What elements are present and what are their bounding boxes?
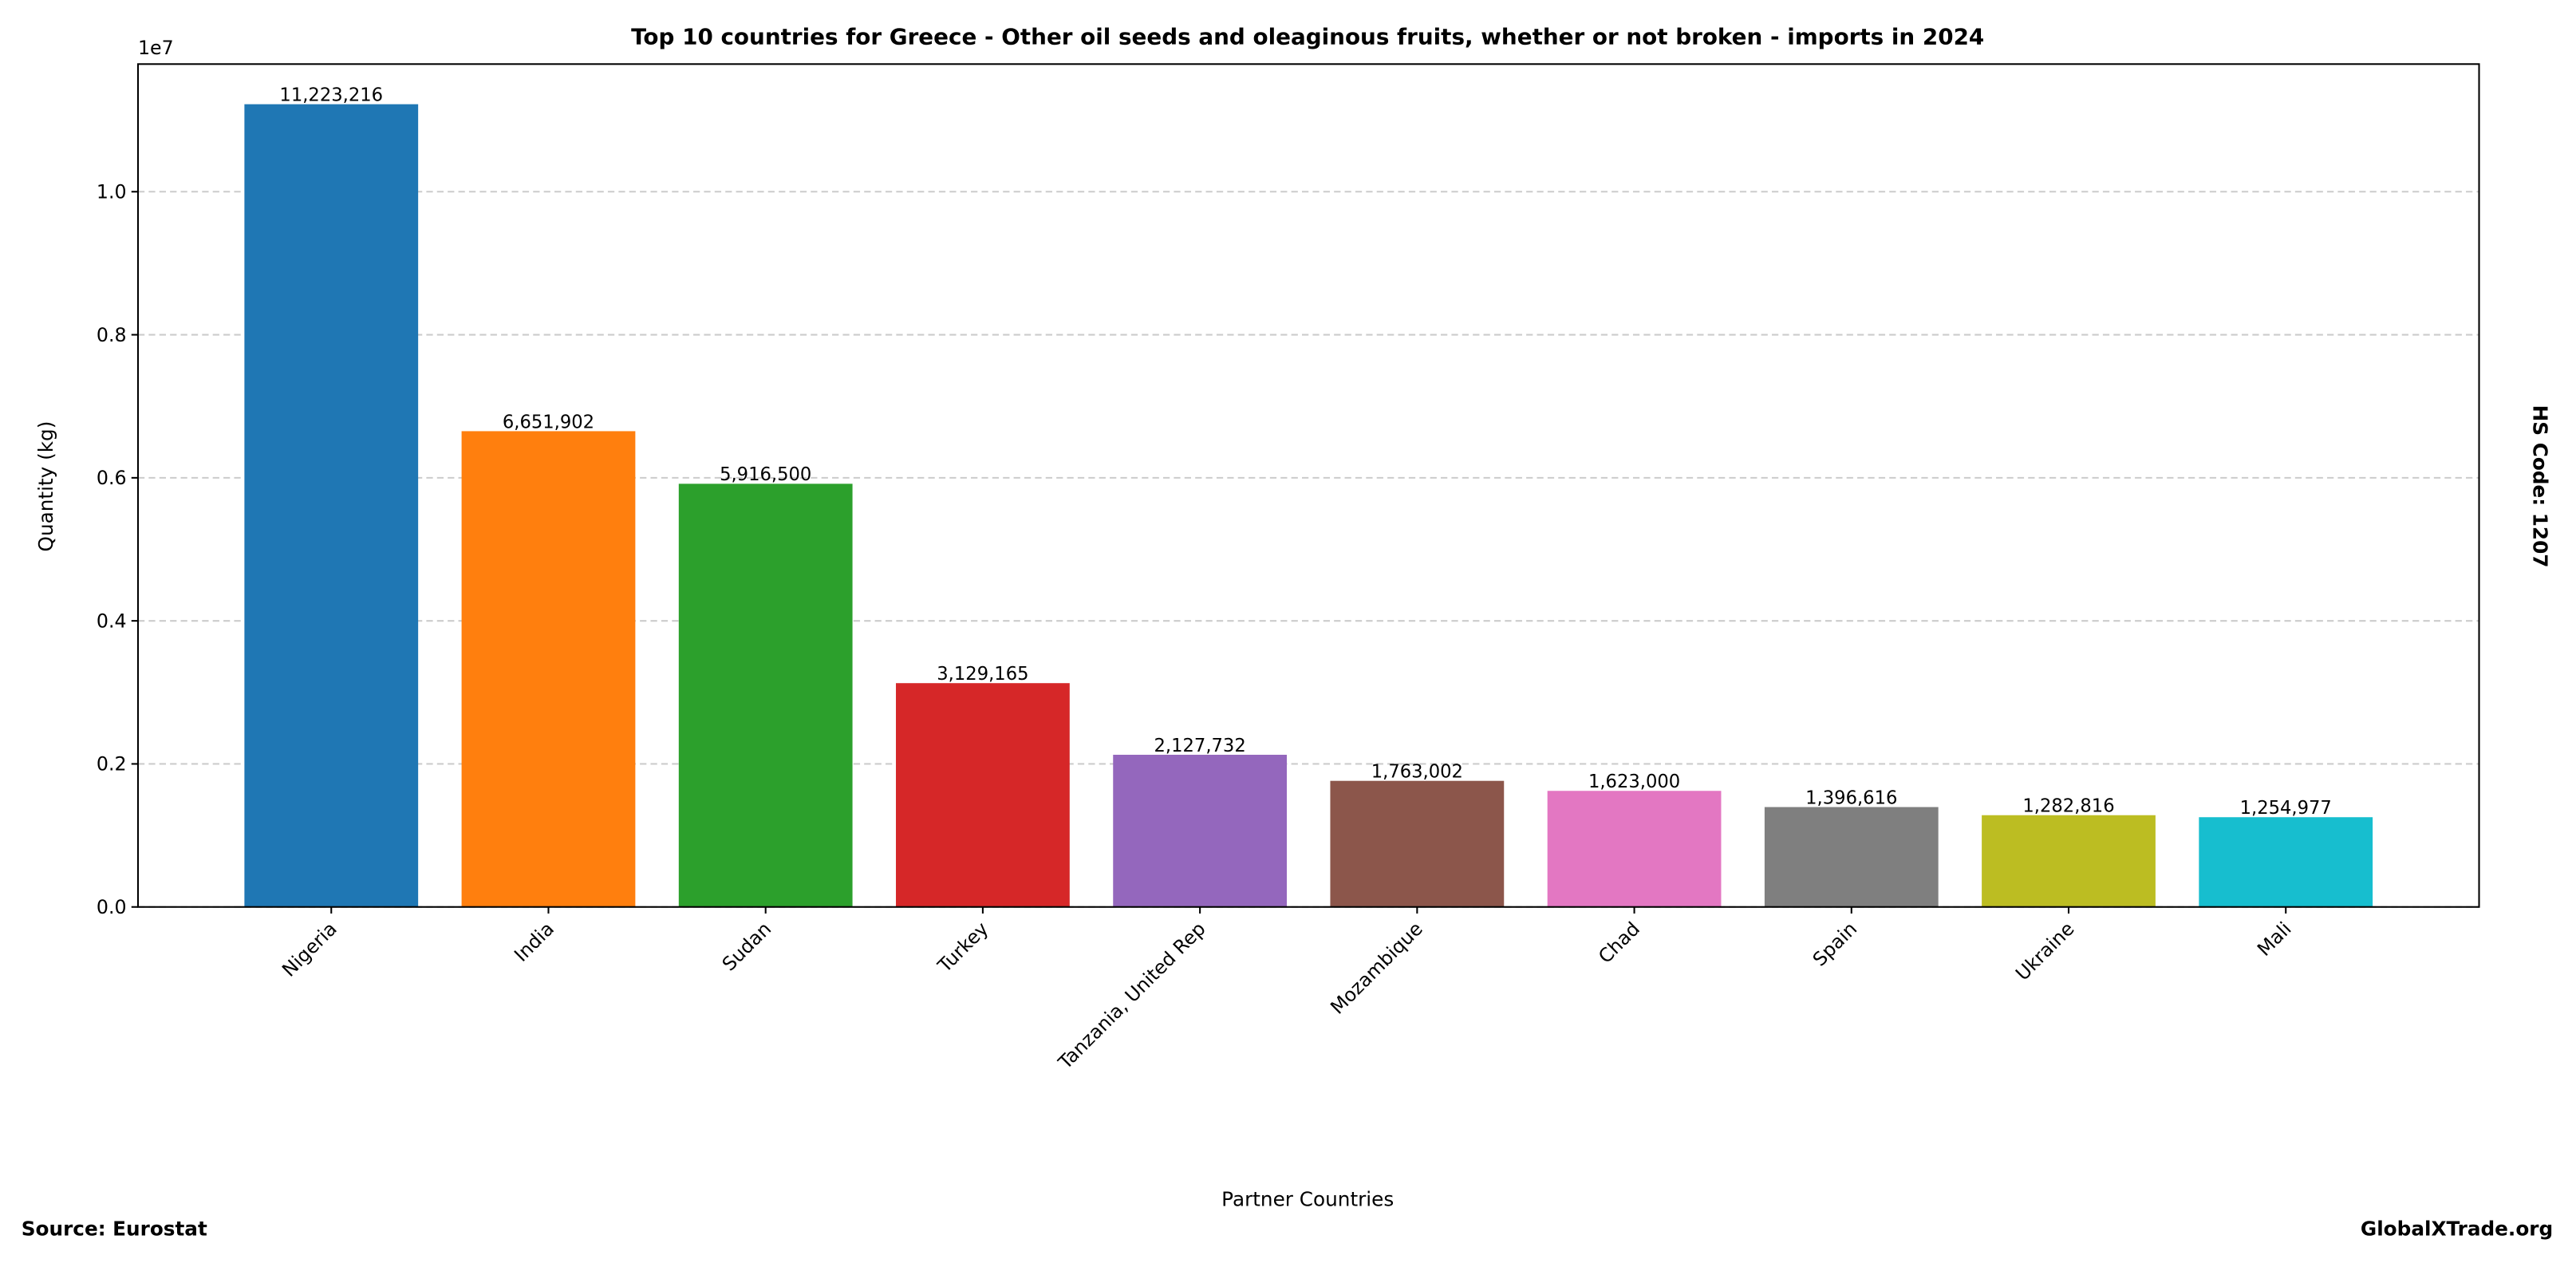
x-axis: Nigeria India Sudan Turkey Tanzania, United … <box>278 906 2296 1074</box>
y-tick-label: 0.2 <box>97 753 127 776</box>
bar <box>1330 780 1505 907</box>
source-label: Source: Eurostat <box>22 1218 207 1241</box>
x-tick-label: Turkey <box>933 918 992 977</box>
data-label: 6,651,902 <box>503 412 594 432</box>
x-tick-label: Spain <box>1809 918 1862 971</box>
chart-title: Top 10 countries for Greece - Other oil … <box>631 24 1984 50</box>
bar <box>1982 815 2156 907</box>
data-label: 1,396,616 <box>1805 787 1897 808</box>
brand-label: GlobalXTrade.org <box>2361 1218 2553 1241</box>
x-axis-label: Partner Countries <box>1221 1188 1394 1211</box>
x-tick-label: Nigeria <box>278 918 341 981</box>
x-tick-label: Ukraine <box>2011 918 2078 985</box>
x-tick-label: Sudan <box>718 918 776 976</box>
x-tick-label: Chad <box>1594 918 1644 968</box>
data-label: 1,623,000 <box>1588 772 1680 792</box>
y-axis-label: Quantity (kg) <box>34 421 57 552</box>
data-label: 1,282,816 <box>2022 796 2114 817</box>
plot-frame <box>136 63 2480 908</box>
y-tick-label: 0.6 <box>97 467 127 489</box>
bar <box>678 483 853 907</box>
bar <box>1764 807 1939 907</box>
data-label: 1,254,977 <box>2240 798 2332 819</box>
x-tick-label: Mali <box>2253 918 2296 961</box>
y-tick-label: 0.4 <box>97 610 127 632</box>
bar <box>244 104 419 907</box>
y-tick-label: 0.0 <box>97 896 127 918</box>
data-label: 2,127,732 <box>1154 736 1246 756</box>
bar <box>2199 817 2373 907</box>
hs-code-label: HS Code: 1207 <box>2528 405 2551 568</box>
bar <box>896 683 1070 907</box>
y-axis: 0.0 0.2 0.4 0.6 0.8 1.0 <box>97 181 138 918</box>
y-offset-label: 1e7 <box>138 37 174 59</box>
y-tick-label: 1.0 <box>97 181 127 203</box>
data-label: 11,223,216 <box>279 85 383 106</box>
bar <box>1113 755 1288 907</box>
data-label: 1,763,002 <box>1371 762 1463 783</box>
x-tick-label: Mozambique <box>1326 918 1427 1019</box>
y-tick-label: 0.8 <box>97 324 127 346</box>
data-label: 3,129,165 <box>937 664 1028 685</box>
bar <box>461 431 636 907</box>
bar <box>1547 791 1722 907</box>
data-label: 5,916,500 <box>720 464 811 485</box>
bars: 11,223,216 6,651,902 5,916,500 3,129,165 2,1… <box>244 85 2373 907</box>
x-tick-label: Tanzania, United Rep <box>1053 918 1209 1074</box>
x-tick-label: India <box>510 918 558 966</box>
